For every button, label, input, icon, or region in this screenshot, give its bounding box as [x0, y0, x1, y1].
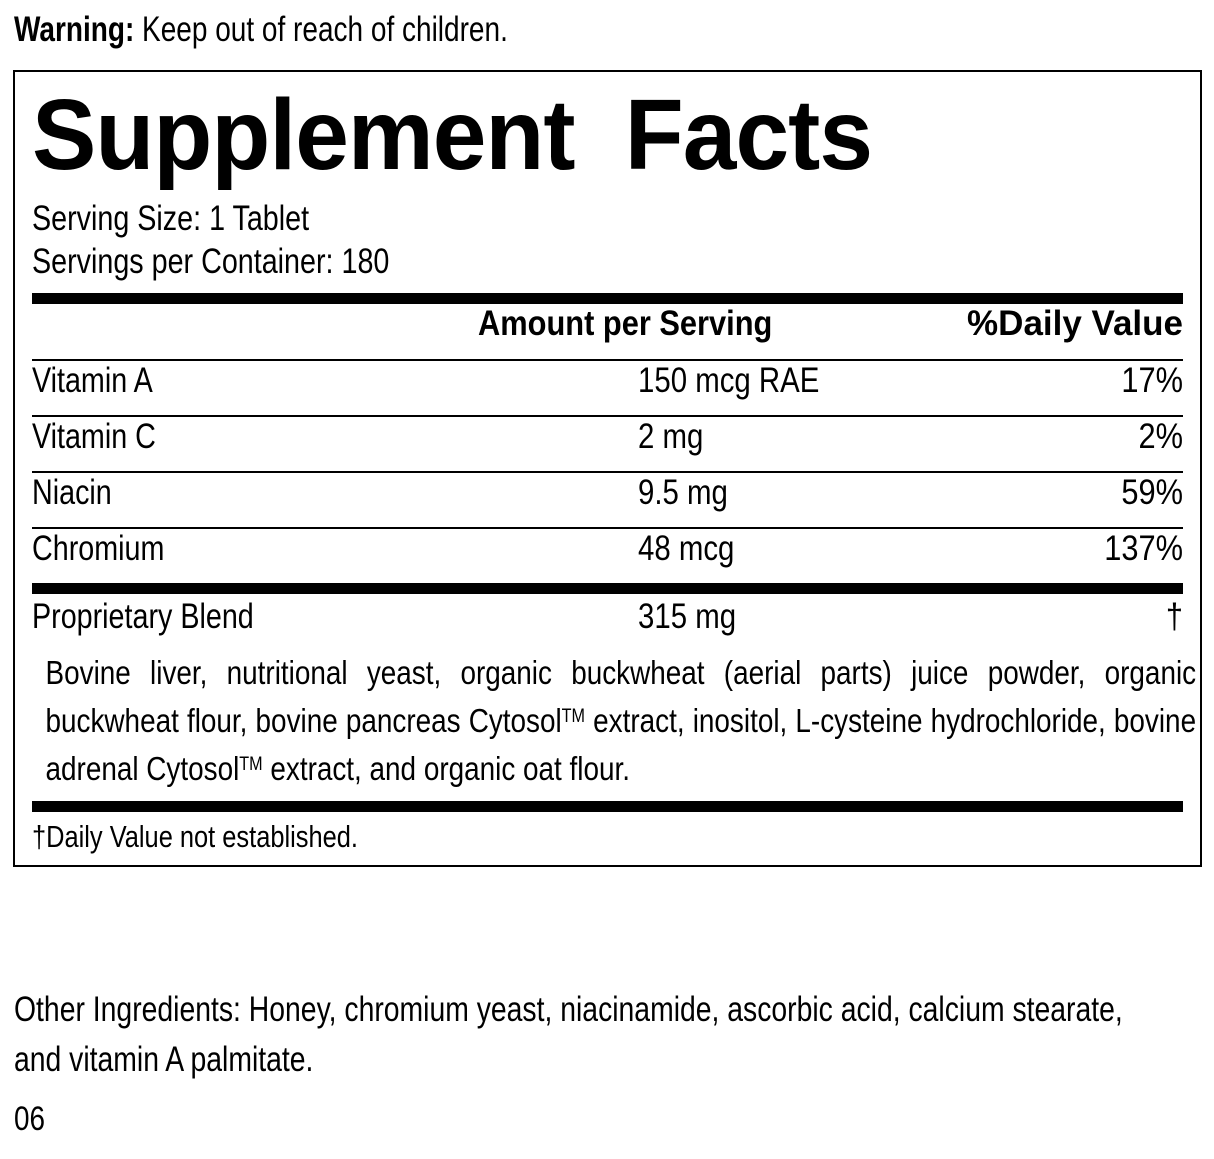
nutrient-name: Vitamin A: [32, 361, 153, 400]
trademark-symbol: TM: [561, 706, 586, 728]
blend-desc-segment-1: Bovine liver, nutritional yeast, organic…: [45, 654, 1197, 739]
rule-below-header: [32, 359, 1183, 361]
table-header-row: Amount per Serving %Daily Value: [32, 304, 1183, 359]
nutrient-name: Chromium: [32, 529, 165, 568]
trademark-symbol: TM: [239, 754, 263, 776]
blend-daily-value: †: [1165, 597, 1183, 636]
header-amount-per-serving: Amount per Serving: [478, 304, 773, 343]
nutrient-daily-value: 137%: [1104, 529, 1183, 568]
servings-per-container-line: Servings per Container: 180: [32, 242, 390, 281]
header-daily-value: %Daily Value: [967, 304, 1183, 343]
table-row: Vitamin A 150 mcg RAE 17%: [32, 361, 1183, 415]
warning-label: Warning:: [14, 10, 135, 49]
nutrient-amount: 2 mg: [638, 417, 704, 456]
nutrient-amount: 48 mcg: [638, 529, 735, 568]
nutrient-name: Niacin: [32, 473, 112, 512]
warning-text: Keep out of reach of children.: [134, 10, 508, 49]
blend-ingredient-description: Bovine liver, nutritional yeast, organic…: [32, 649, 1197, 801]
panel-title-facts: Facts: [624, 79, 873, 191]
blend-amount: 315 mg: [638, 597, 737, 636]
nutrient-daily-value: 59%: [1121, 473, 1183, 512]
blend-desc-segment-3: extract, and organic oat flour.: [262, 750, 630, 787]
row-divider: [32, 527, 1183, 529]
nutrient-amount: 9.5 mg: [638, 473, 728, 512]
row-divider: [32, 471, 1183, 473]
rule-thick-above-footnote: [32, 801, 1183, 812]
rule-thick-above-header: [32, 293, 1183, 304]
blend-desc-segment-2: extract, inositol, L-cysteine hydrochlor…: [45, 702, 1197, 787]
nutrient-daily-value: 2%: [1138, 417, 1183, 456]
serving-size-line: Serving Size: 1 Tablet: [32, 199, 310, 238]
other-ingredients-text: Other Ingredients: Honey, chromium yeast…: [14, 990, 1123, 1079]
table-row: Niacin 9.5 mg 59%: [32, 473, 1183, 527]
supplement-facts-panel: Supplement Facts Serving Size: 1 Tablet S…: [13, 70, 1202, 867]
panel-title-supplement: Supplement: [32, 79, 576, 191]
nutrient-amount: 150 mcg RAE: [638, 361, 820, 400]
revision-code: 06: [14, 1100, 46, 1138]
rule-thick-above-blend: [32, 583, 1183, 594]
nutrient-daily-value: 17%: [1121, 361, 1183, 400]
panel-title: Supplement Facts: [32, 85, 1143, 193]
serving-information: Serving Size: 1 Tablet Servings per Cont…: [32, 193, 1183, 293]
nutrient-name: Vitamin C: [32, 417, 156, 456]
table-row: Vitamin C 2 mg 2%: [32, 417, 1183, 471]
blend-name: Proprietary Blend: [32, 597, 254, 636]
warning-line: Warning: Keep out of reach of children.: [14, 8, 966, 52]
daily-value-footnote: †Daily Value not established.: [32, 819, 358, 854]
blend-row: Proprietary Blend 315 mg †: [32, 594, 1183, 649]
table-row: Chromium 48 mcg 137%: [32, 529, 1183, 583]
row-divider: [32, 415, 1183, 417]
